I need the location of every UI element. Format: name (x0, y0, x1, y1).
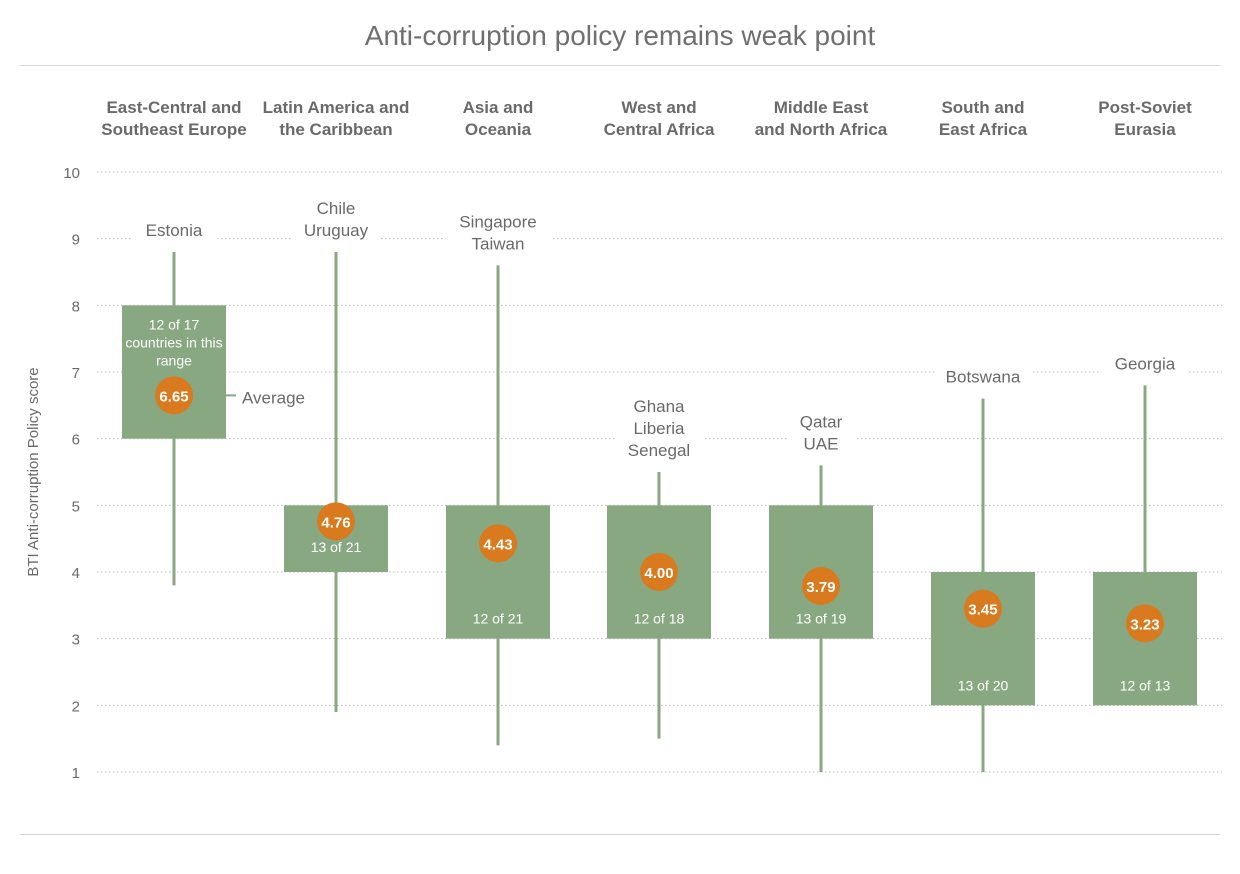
box-count-label: 12 of 18 (634, 611, 685, 627)
top-country-label: Georgia (1115, 354, 1176, 373)
region-header: Eurasia (1114, 120, 1176, 139)
average-value-label: 3.23 (1130, 616, 1159, 633)
top-label-backing (615, 394, 703, 464)
region-header: the Caribbean (279, 120, 392, 139)
average-dot (1126, 604, 1164, 643)
box-count-label: 12 of 21 (473, 611, 524, 627)
range-box (122, 305, 226, 439)
region-header: Oceania (465, 120, 532, 139)
y-tick-label: 4 (72, 565, 80, 582)
top-divider (20, 65, 1220, 66)
chart-title: Anti-corruption policy remains weak poin… (364, 20, 876, 51)
box-count-label: 13 of 19 (796, 611, 847, 627)
y-tick-label: 8 (72, 298, 80, 315)
box-note-label: range (156, 352, 192, 368)
y-tick-label: 7 (72, 365, 80, 382)
box-count-label: 12 of 13 (1120, 677, 1171, 693)
average-value-label: 3.45 (968, 602, 997, 619)
top-country-label: Liberia (633, 419, 685, 438)
top-country-label: Botswana (946, 368, 1021, 387)
y-tick-label: 5 (72, 498, 80, 515)
top-country-label: Uruguay (304, 221, 369, 240)
y-tick-label: 1 (72, 765, 80, 782)
average-value-label: 3.79 (806, 579, 835, 596)
box-count-label: 12 of 17 (149, 316, 200, 332)
top-label-backing (786, 409, 856, 458)
average-value-label: 4.76 (321, 514, 350, 531)
bottom-divider (20, 834, 1220, 835)
region-header: Middle East (774, 98, 869, 117)
top-country-label: Senegal (628, 441, 690, 460)
average-legend-label: Average (242, 388, 305, 407)
average-dot (155, 376, 193, 415)
region-header: Post-Soviet (1098, 98, 1192, 117)
top-label-backing (292, 196, 380, 244)
average-dot (802, 567, 840, 605)
top-country-label: Qatar (800, 412, 843, 431)
top-label-backing (935, 364, 1031, 391)
region-header: South and (941, 98, 1024, 117)
average-value-label: 4.00 (644, 565, 673, 582)
y-tick-label: 10 (63, 165, 80, 182)
y-tick-label: 3 (72, 632, 80, 649)
y-tick-label: 9 (72, 232, 80, 249)
region-header: Central Africa (604, 120, 715, 139)
top-label-backing (445, 209, 551, 258)
y-tick-label: 2 (72, 698, 80, 715)
top-country-label: Chile (317, 199, 356, 218)
top-label-backing (1101, 351, 1189, 378)
region-header: Southeast Europe (101, 120, 246, 139)
average-dot (964, 589, 1002, 628)
average-dot (479, 524, 517, 563)
region-header: East-Central and (106, 98, 241, 117)
box-note-label: countries in this (125, 334, 222, 350)
region-header: Asia and (463, 98, 534, 117)
top-country-label: Ghana (633, 397, 685, 416)
region-header: Latin America and (263, 98, 410, 117)
top-country-label: Estonia (146, 221, 203, 240)
average-dot (317, 502, 355, 541)
average-value-label: 6.65 (159, 388, 188, 405)
top-label-backing (130, 218, 218, 244)
region-header: and North Africa (755, 120, 888, 139)
box-count-label: 13 of 20 (958, 677, 1009, 693)
region-header: West and (621, 98, 696, 117)
average-value-label: 4.43 (483, 536, 512, 553)
box-count-label: 13 of 21 (311, 539, 362, 555)
top-country-label: Taiwan (472, 234, 525, 253)
top-country-label: UAE (804, 434, 839, 453)
region-header: East Africa (939, 120, 1028, 139)
average-dot (640, 553, 678, 591)
top-country-label: Singapore (459, 212, 537, 231)
y-axis-label: BTI Anti-corruption Policy score (25, 367, 42, 576)
y-tick-label: 6 (72, 432, 80, 449)
